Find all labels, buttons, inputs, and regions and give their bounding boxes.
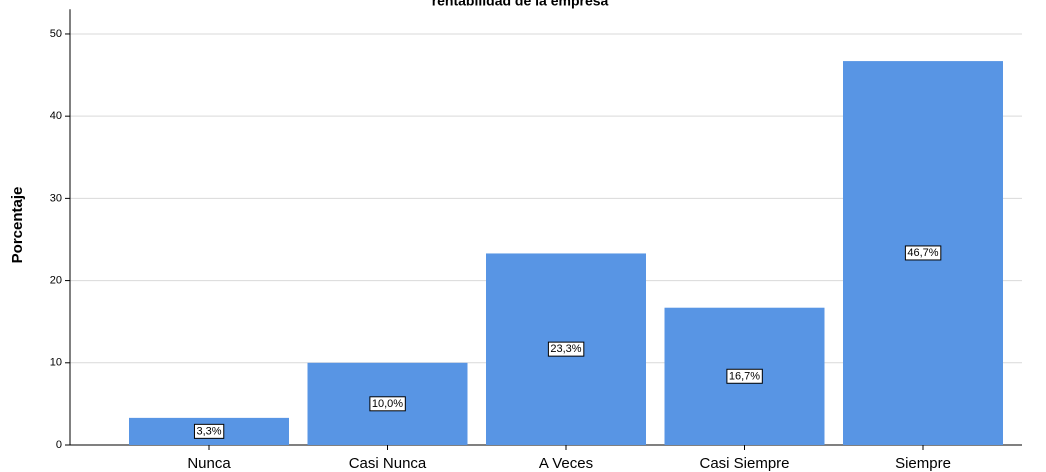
y-tick-label: 10 [50, 357, 62, 369]
x-tick-label: A Veces [539, 455, 593, 472]
value-label: 46,7% [907, 247, 938, 259]
x-tick-label: Siempre [895, 455, 951, 472]
value-label: 16,7% [729, 370, 760, 382]
value-label: 10,0% [372, 398, 403, 410]
y-tick-label: 0 [56, 439, 62, 451]
y-axis-label: Porcentaje [9, 187, 26, 264]
x-tick-label: Casi Siempre [699, 455, 789, 472]
y-tick-label: 20 [50, 274, 62, 286]
value-label-box [193, 423, 225, 439]
chart-title: rentabilidad de la empresa [432, 0, 609, 9]
y-tick-label: 40 [50, 110, 62, 122]
value-label-box [904, 245, 942, 261]
value-label-box [547, 341, 585, 357]
value-label-box [369, 396, 406, 412]
y-tick-label: 30 [50, 192, 62, 204]
value-label: 3,3% [196, 425, 221, 437]
value-label: 23,3% [550, 343, 581, 355]
value-label-box [726, 368, 763, 384]
x-tick-label: Casi Nunca [349, 455, 427, 472]
x-tick-label: Nunca [187, 455, 231, 472]
y-tick-label: 50 [50, 28, 62, 40]
